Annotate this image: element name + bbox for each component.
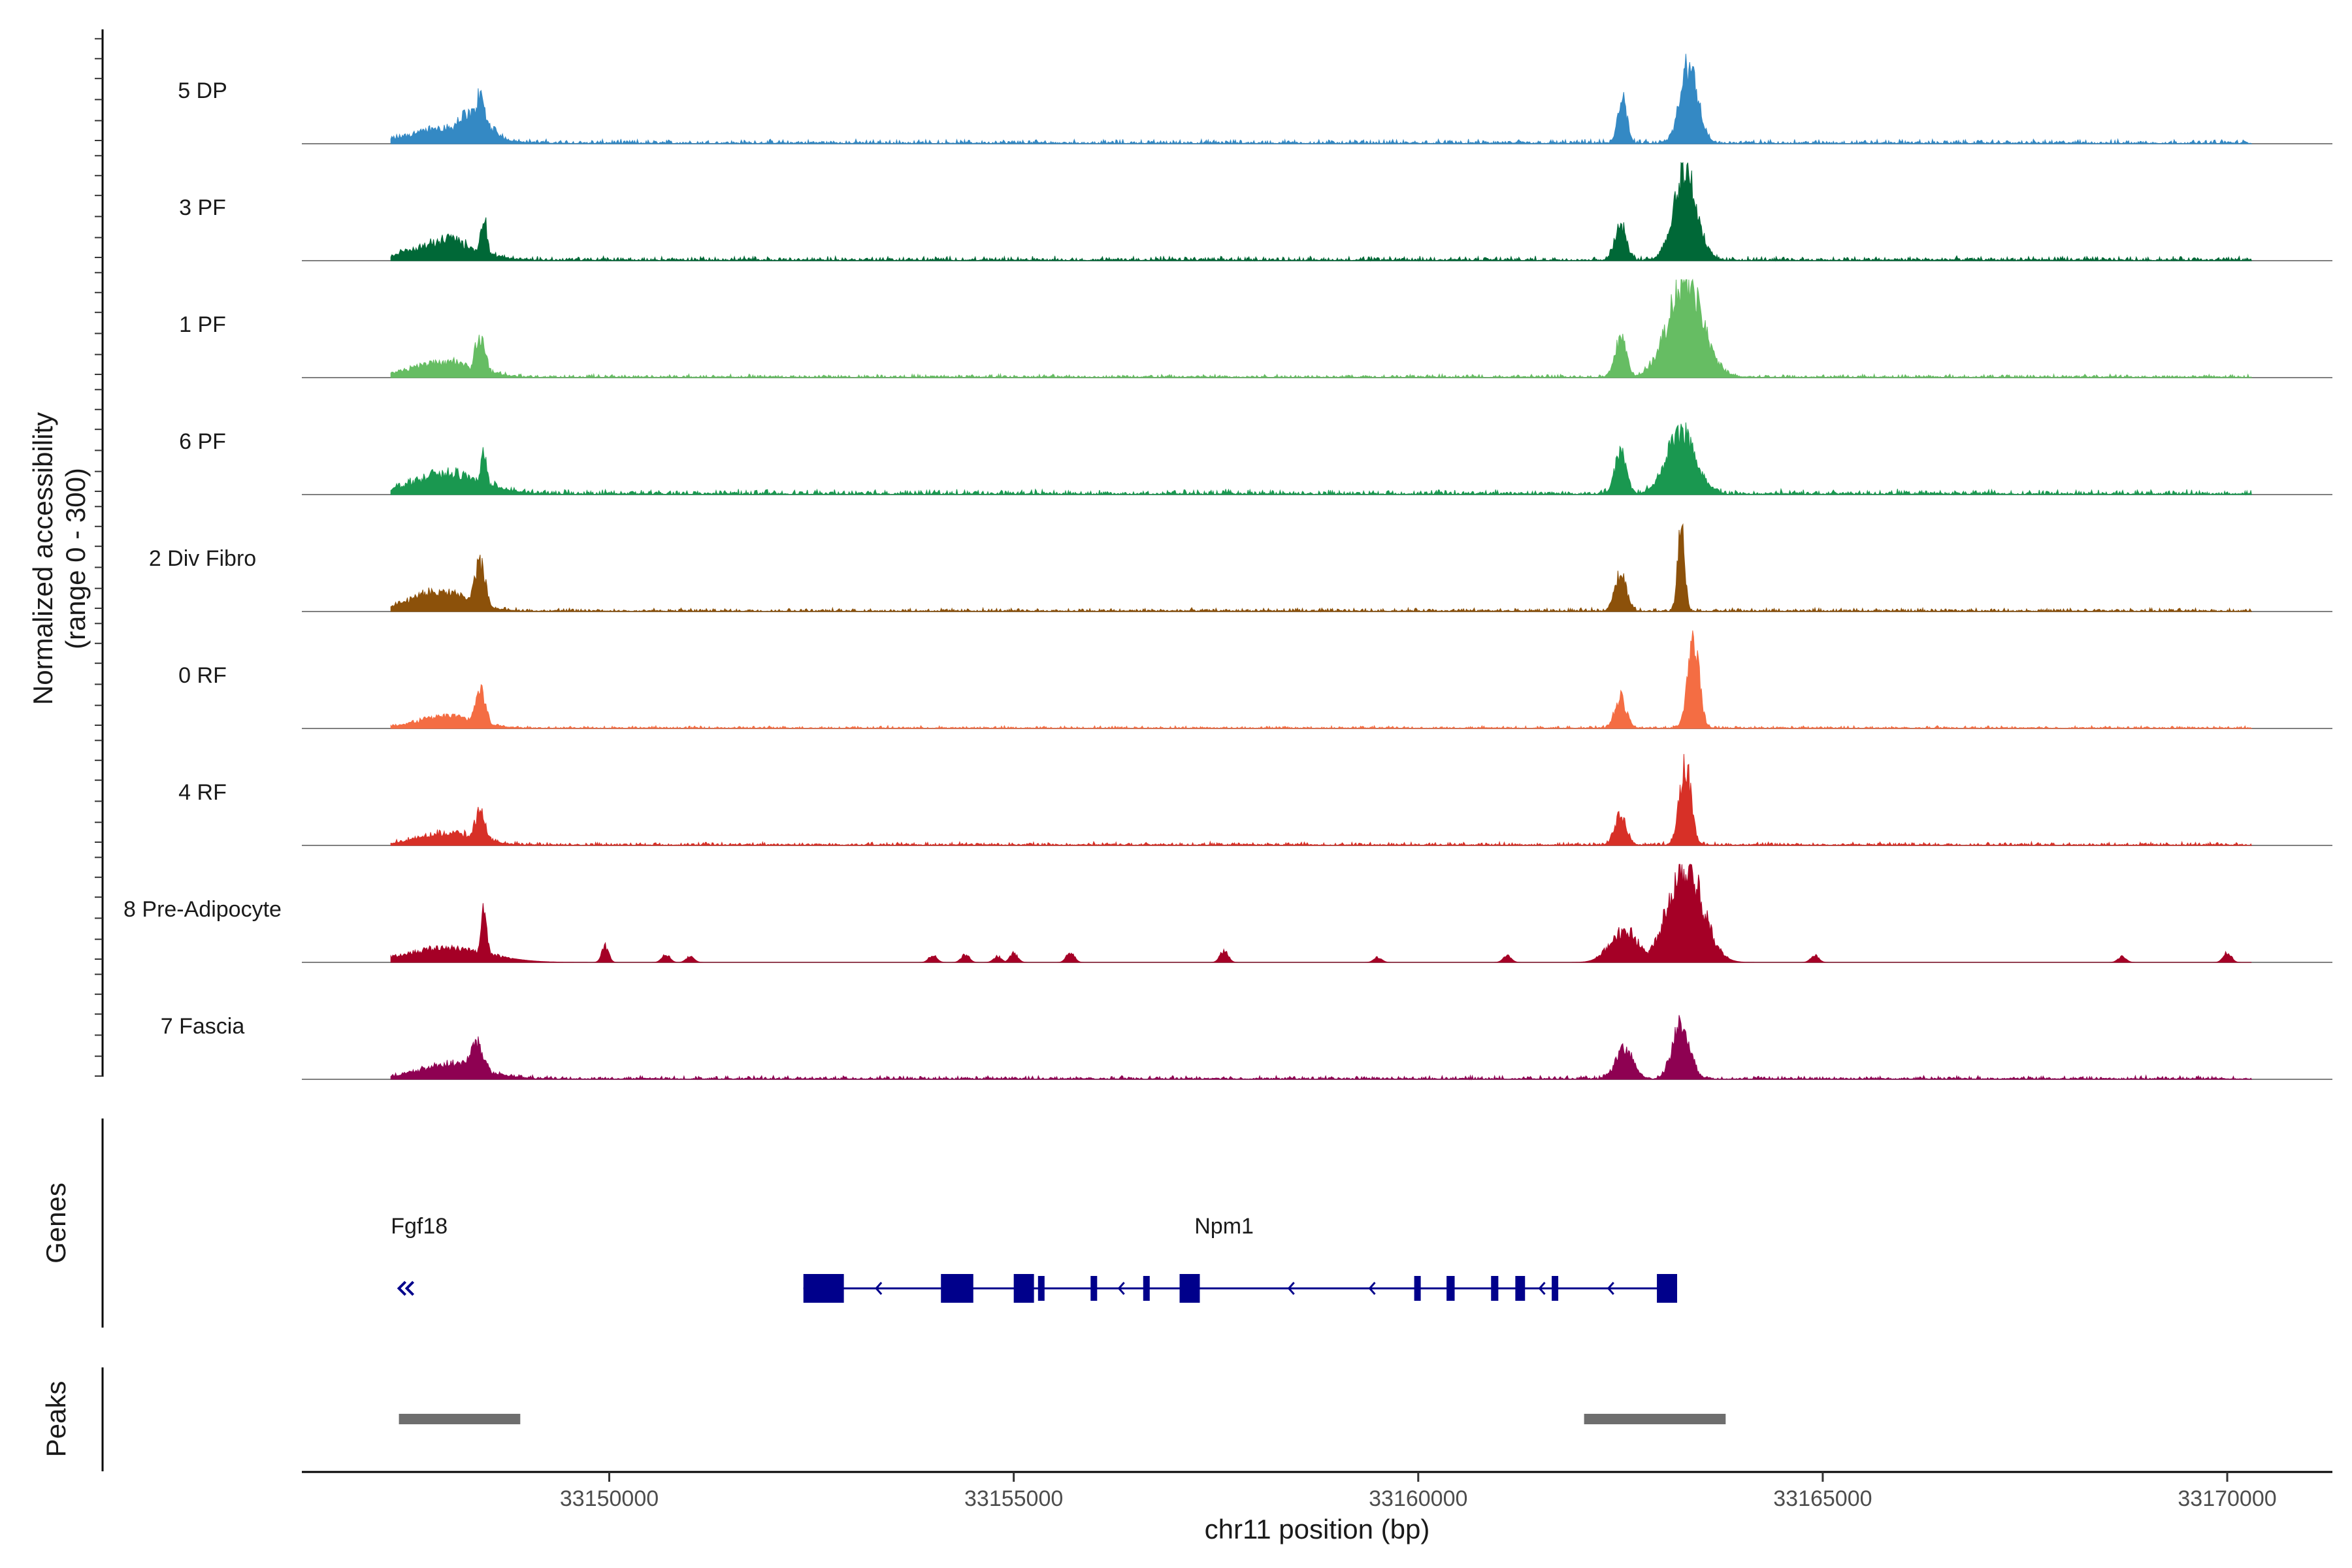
y-axis-ticks bbox=[95, 38, 103, 1077]
gene-fgf18: Fgf18 bbox=[391, 1214, 448, 1296]
x-tick-label: 33170000 bbox=[2178, 1486, 2276, 1511]
coverage-area bbox=[390, 422, 2252, 496]
peak-track bbox=[399, 1414, 1726, 1424]
track-6-pf: 6 PF bbox=[179, 422, 2332, 496]
x-axis-title: chr11 position (bp) bbox=[1205, 1514, 1430, 1544]
gene-exon bbox=[1090, 1276, 1098, 1301]
track-label: 8 Pre-Adipocyte bbox=[123, 897, 282, 922]
track-1-pf: 1 PF bbox=[179, 278, 2332, 379]
gene-exon bbox=[1491, 1276, 1499, 1301]
coverage-area bbox=[390, 630, 2253, 730]
track-label: 2 Div Fibro bbox=[149, 546, 256, 571]
strand-arrow bbox=[1287, 1282, 1295, 1295]
coverage-area bbox=[390, 523, 2253, 613]
coverage-area bbox=[390, 278, 2253, 379]
strand-arrow bbox=[1607, 1282, 1614, 1295]
x-tick-label: 33150000 bbox=[560, 1486, 659, 1511]
track-label: 0 RF bbox=[178, 663, 227, 688]
track-8-pre-adipocyte: 8 Pre-Adipocyte bbox=[123, 864, 2332, 963]
gene-exon bbox=[941, 1274, 973, 1303]
gene-exon bbox=[1552, 1276, 1559, 1301]
track-label: 7 Fascia bbox=[161, 1014, 245, 1039]
coverage-area bbox=[390, 161, 2252, 262]
genes-panel-title: Genes bbox=[41, 1183, 71, 1264]
track-4-rf: 4 RF bbox=[178, 754, 2332, 847]
gene-exon bbox=[1515, 1276, 1526, 1301]
track-7-fascia: 7 Fascia bbox=[161, 1014, 2332, 1081]
gene-exon bbox=[803, 1274, 844, 1303]
coverage-area bbox=[390, 1015, 2253, 1081]
gene-label: Fgf18 bbox=[391, 1214, 448, 1239]
x-axis-ticks: 33150000 33155000 33160000 33165000 33170000 bbox=[560, 1472, 2277, 1511]
track-label: 3 PF bbox=[179, 195, 226, 220]
track-label: 1 PF bbox=[179, 312, 226, 337]
gene-exon bbox=[1446, 1276, 1455, 1301]
y-axis-title-line1: Normalized accessibility bbox=[27, 412, 58, 705]
coverage-area bbox=[390, 864, 2252, 963]
track-label: 5 DP bbox=[178, 78, 227, 103]
track-label: 6 PF bbox=[179, 429, 226, 454]
gene-exon bbox=[1179, 1274, 1200, 1303]
gene-label: Npm1 bbox=[1194, 1214, 1254, 1239]
coverage-area bbox=[390, 54, 2253, 145]
gene-exon bbox=[1414, 1276, 1421, 1301]
strand-arrow bbox=[875, 1282, 883, 1295]
peak-region bbox=[399, 1414, 521, 1424]
gene-exon bbox=[1013, 1274, 1034, 1303]
x-tick-label: 33160000 bbox=[1369, 1486, 1467, 1511]
strand-arrow bbox=[1538, 1282, 1546, 1295]
track-label: 4 RF bbox=[178, 780, 227, 805]
track-2-div-fibro: 2 Div Fibro bbox=[149, 523, 2332, 613]
x-tick-label: 33155000 bbox=[964, 1486, 1063, 1511]
x-tick-label: 33165000 bbox=[1773, 1486, 1872, 1511]
peak-region bbox=[1584, 1414, 1726, 1424]
strand-arrow bbox=[1368, 1282, 1376, 1295]
peaks-panel-title: Peaks bbox=[41, 1381, 71, 1458]
gene-exon bbox=[1037, 1276, 1045, 1301]
track-3-pf: 3 PF bbox=[179, 161, 2332, 262]
gene-track: Fgf18 Npm1 bbox=[391, 1214, 1678, 1303]
strand-arrow bbox=[397, 1281, 407, 1296]
track-0-rf: 0 RF bbox=[178, 630, 2332, 730]
coverage-area bbox=[390, 754, 2252, 847]
coverage-tracks: 5 DP 3 PF 1 PF 6 PF 2 Div Fibro 0 RF 4 RF 8 Pre… bbox=[123, 54, 2332, 1081]
gene-exon bbox=[1143, 1276, 1150, 1301]
track-5-dp: 5 DP bbox=[178, 54, 2332, 145]
gene-exon bbox=[1657, 1274, 1678, 1303]
y-axis-title-line2: (range 0 - 300) bbox=[60, 468, 91, 649]
gene-npm1: Npm1 bbox=[803, 1214, 1678, 1303]
strand-arrow bbox=[404, 1281, 415, 1296]
strand-arrow bbox=[1117, 1282, 1125, 1295]
